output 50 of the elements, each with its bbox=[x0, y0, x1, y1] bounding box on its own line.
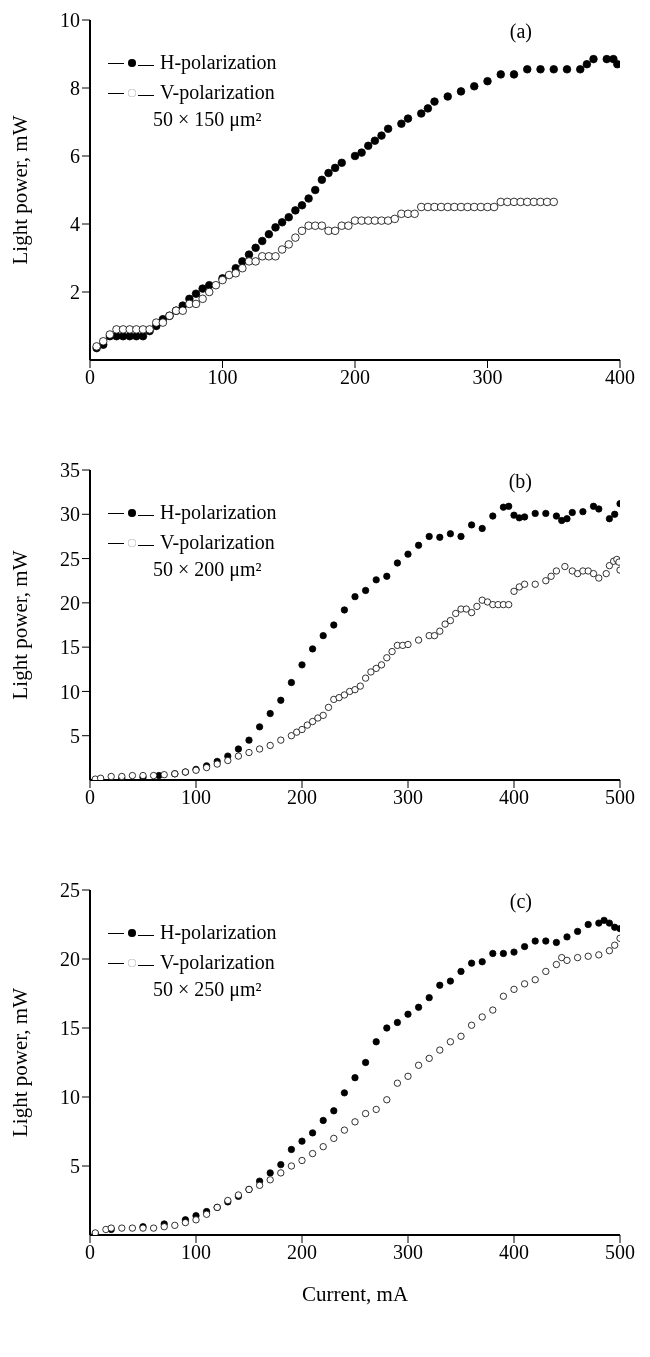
x-tick-label: 500 bbox=[605, 1241, 635, 1264]
x-tick-label: 400 bbox=[605, 366, 635, 389]
x-tick-label: 400 bbox=[499, 1241, 529, 1264]
x-tick-label: 0 bbox=[85, 1241, 95, 1264]
x-tick-label: 200 bbox=[287, 786, 317, 809]
y-tick-label: 15 bbox=[60, 1017, 80, 1040]
y-tick-label: 30 bbox=[60, 503, 80, 526]
x-tick-label: 200 bbox=[287, 1241, 317, 1264]
y-tick-label: 5 bbox=[70, 724, 80, 747]
y-tick-label: 20 bbox=[60, 948, 80, 971]
x-tick-label: 100 bbox=[181, 1241, 211, 1264]
y-tick-label: 5 bbox=[70, 1155, 80, 1178]
x-tick-label: 300 bbox=[393, 1241, 423, 1264]
x-tick-label: 300 bbox=[393, 786, 423, 809]
x-tick-label: 500 bbox=[605, 786, 635, 809]
legend-label: H-polarization bbox=[160, 51, 277, 73]
y-tick-label: 2 bbox=[70, 281, 80, 304]
x-tick-label: 100 bbox=[181, 786, 211, 809]
legend-label: V-polarization bbox=[160, 951, 275, 973]
y-tick-label: 10 bbox=[60, 1086, 80, 1109]
x-tick-label: 100 bbox=[207, 366, 238, 389]
y-axis-title: Light power, mW bbox=[8, 115, 33, 265]
y-tick-label: 6 bbox=[70, 145, 80, 168]
x-tick-label: 300 bbox=[472, 366, 503, 389]
y-tick-label: 20 bbox=[60, 591, 80, 614]
annotation: (c) bbox=[509, 890, 532, 913]
y-axis-title: Light power, mW bbox=[8, 550, 33, 700]
y-tick-label: 15 bbox=[60, 636, 80, 659]
annotation: (a) bbox=[509, 20, 532, 43]
y-axis-title: Light power, mW bbox=[8, 987, 33, 1138]
legend-label: V-polarization bbox=[160, 531, 275, 553]
x-tick-label: 0 bbox=[85, 366, 95, 389]
legend-label: V-polarization bbox=[160, 81, 275, 103]
y-tick-label: 8 bbox=[70, 77, 80, 100]
y-tick-label: 10 bbox=[60, 9, 80, 32]
annotation: 50 × 250 μm² bbox=[153, 978, 262, 1001]
legend-label: H-polarization bbox=[160, 501, 277, 523]
y-tick-label: 25 bbox=[60, 547, 80, 570]
x-tick-label: 0 bbox=[85, 786, 95, 809]
y-tick-label: 4 bbox=[70, 213, 80, 236]
annotation: 50 × 200 μm² bbox=[153, 558, 262, 581]
y-tick-label: 25 bbox=[60, 879, 80, 902]
x-axis-title: Current, mA bbox=[301, 1282, 409, 1306]
x-tick-label: 400 bbox=[499, 786, 529, 809]
y-tick-label: 35 bbox=[60, 459, 80, 482]
annotation: 50 × 150 μm² bbox=[153, 108, 262, 131]
annotation: (b) bbox=[508, 470, 532, 493]
legend-label: H-polarization bbox=[160, 921, 277, 943]
y-tick-label: 10 bbox=[60, 680, 80, 703]
x-tick-label: 200 bbox=[340, 366, 370, 389]
